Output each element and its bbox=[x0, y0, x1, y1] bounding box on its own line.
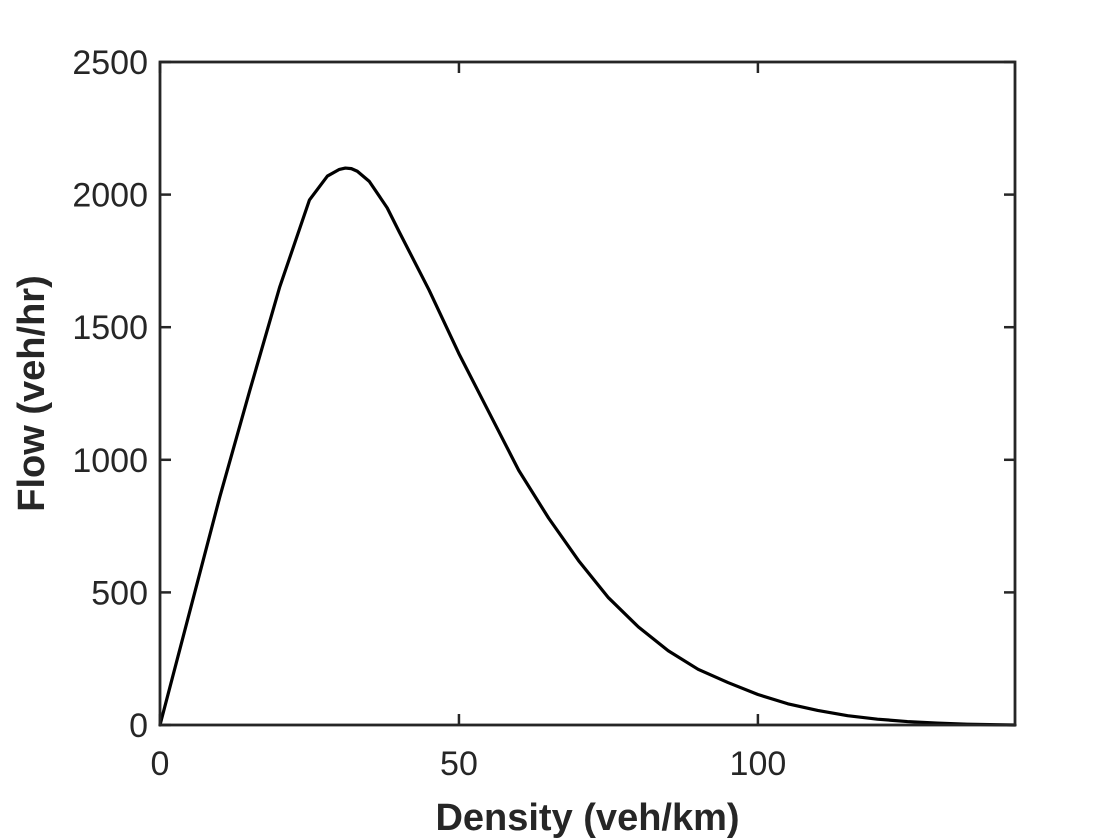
y-tick-label: 0 bbox=[129, 707, 148, 745]
y-tick-label: 1000 bbox=[72, 442, 148, 480]
y-tick-label: 2500 bbox=[72, 44, 148, 82]
y-tick-label: 2000 bbox=[72, 177, 148, 215]
y-tick-label: 1500 bbox=[72, 309, 148, 347]
x-tick-label: 50 bbox=[440, 745, 478, 783]
series-line-1 bbox=[158, 166, 1017, 727]
y-tick-label: 500 bbox=[91, 574, 148, 612]
axes-box bbox=[158, 60, 1017, 727]
x-tick-label: 100 bbox=[730, 745, 787, 783]
y-axis-label: Flow (veh/hr) bbox=[11, 275, 53, 511]
x-tick-label: 0 bbox=[151, 745, 170, 783]
plot-area bbox=[158, 166, 1017, 727]
x-axis-label: Density (veh/km) bbox=[435, 797, 739, 839]
